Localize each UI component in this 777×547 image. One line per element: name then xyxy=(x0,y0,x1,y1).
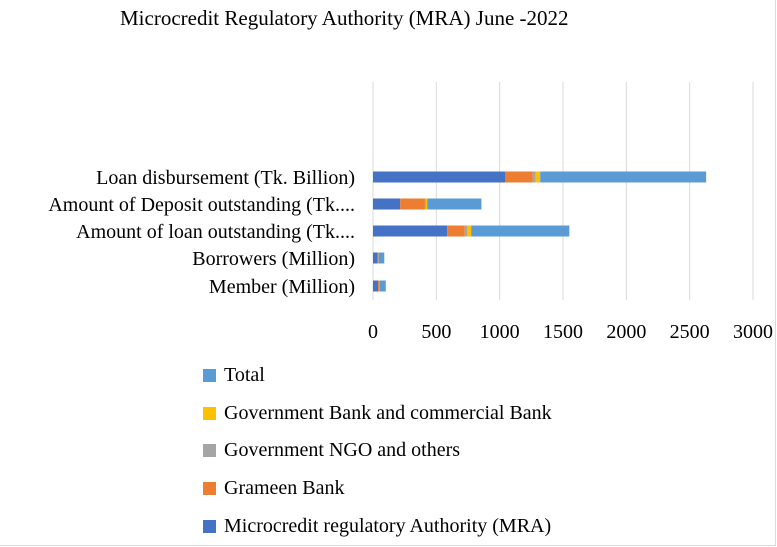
legend-item: Microcredit regulatory Authority (MRA) xyxy=(203,507,552,545)
legend-swatch xyxy=(203,444,216,458)
x-tick-label: 1000 xyxy=(480,321,520,343)
bar-segment xyxy=(535,171,541,183)
category-label: Loan disbursement (Tk. Billion) xyxy=(96,167,355,189)
bar-segment xyxy=(427,198,482,210)
bar-segment xyxy=(400,198,425,210)
bar-segment xyxy=(378,252,385,264)
legend-swatch xyxy=(203,406,216,420)
bar-segment xyxy=(373,198,401,210)
x-tick-label: 2000 xyxy=(606,321,646,343)
x-tick-labels: 0 500 1000 1500 2000 2500 3000 xyxy=(368,321,773,343)
x-tick-label: 3000 xyxy=(733,321,773,343)
chart-plot: Loan disbursement (Tk. Billion) Amount of… xyxy=(48,82,773,343)
bar-segment xyxy=(373,252,378,264)
bar-segment xyxy=(377,252,379,264)
legend-label: Total xyxy=(224,364,265,387)
bar-segment xyxy=(425,198,428,210)
bar-segment xyxy=(540,171,707,183)
legend-item: Government NGO and others xyxy=(203,432,552,470)
x-tick-label: 2500 xyxy=(670,321,710,343)
x-tick-label: 0 xyxy=(368,321,378,343)
legend-item: Grameen Bank xyxy=(203,470,552,508)
legend-swatch xyxy=(203,482,216,496)
bar-segment xyxy=(471,225,570,237)
legend-label: Microcredit regulatory Authority (MRA) xyxy=(224,514,552,537)
legend-label: Grameen Bank xyxy=(224,477,345,500)
x-tick-label: 1500 xyxy=(543,321,583,343)
chart-title: Microcredit Regulatory Authority (MRA) J… xyxy=(120,6,569,30)
bar-segment xyxy=(424,198,426,210)
bar-segment xyxy=(373,225,448,237)
legend-swatch xyxy=(203,519,216,533)
category-label: Member (Million) xyxy=(209,276,355,298)
bar-segment xyxy=(467,225,472,237)
bar-segment xyxy=(379,280,386,292)
category-label: Amount of loan outstanding (Tk.... xyxy=(76,221,355,243)
bar-segment xyxy=(378,280,380,292)
bar-segment xyxy=(447,225,465,237)
legend-item: Total xyxy=(203,357,552,395)
bar-segment xyxy=(505,171,533,183)
bars xyxy=(373,171,707,292)
legend-label: Government NGO and others xyxy=(224,439,461,462)
legend: Total Government Bank and commercial Bank… xyxy=(203,357,552,545)
bar-segment xyxy=(373,280,379,292)
legend-item: Government Bank and commercial Bank xyxy=(203,395,552,433)
category-labels: Loan disbursement (Tk. Billion) Amount of… xyxy=(48,167,355,298)
category-label: Borrowers (Million) xyxy=(192,248,355,270)
bar-segment xyxy=(373,171,506,183)
category-label: Amount of Deposit outstanding (Tk.... xyxy=(48,194,355,216)
bar-segment xyxy=(464,225,468,237)
legend-label: Government Bank and commercial Bank xyxy=(224,401,552,424)
bar-segment xyxy=(532,171,536,183)
legend-swatch xyxy=(203,369,216,383)
gridlines xyxy=(372,82,754,300)
x-tick-label: 500 xyxy=(421,321,451,343)
